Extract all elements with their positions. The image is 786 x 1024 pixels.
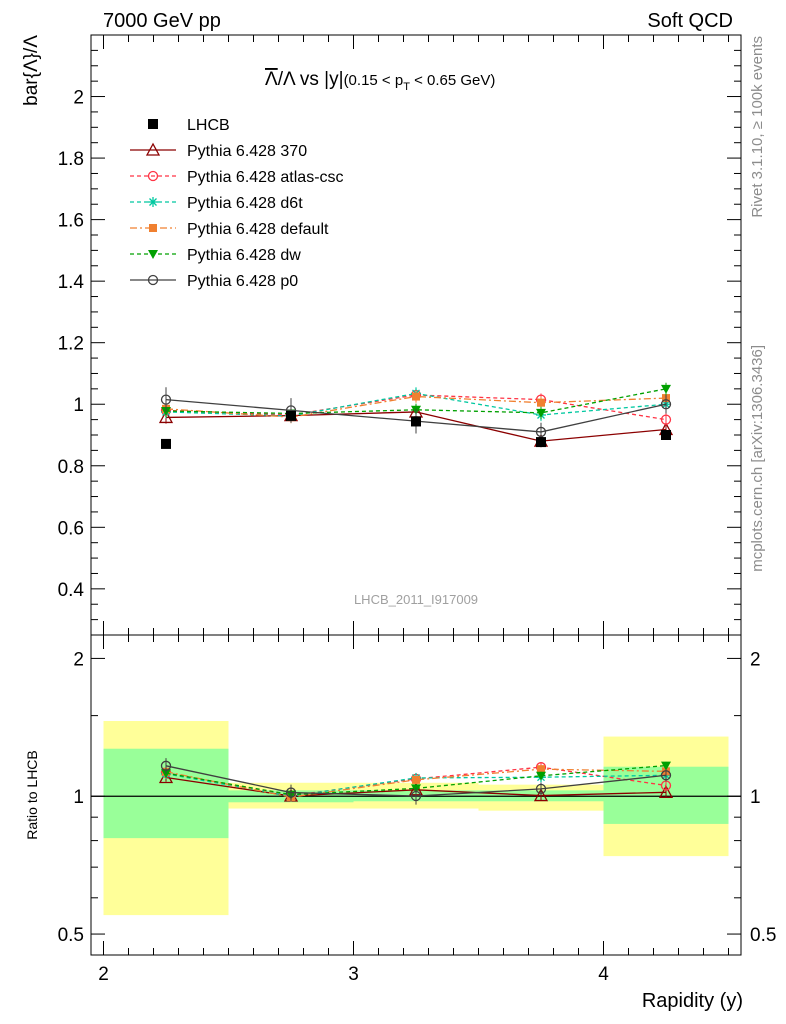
y-tick-label: 1.8 (58, 149, 84, 170)
y-tick-label: 0.8 (58, 457, 84, 478)
series-5-point (535, 426, 547, 438)
y-tick-label: 2 (73, 88, 84, 109)
legend-label-3: Pythia 6.428 default (187, 221, 329, 238)
series-3-ratio-line (165, 768, 667, 798)
reference-point (161, 438, 171, 449)
series-3-point (412, 392, 420, 401)
series-5-point (160, 394, 172, 405)
chart-title: Λ/Λ vs |y|(0.15 < pT < 0.65 GeV) (265, 69, 495, 93)
series-5-ratio-point (535, 783, 547, 795)
ratio-tick-label-left: 2 (73, 649, 84, 670)
ratio-tick-label-right: 0.5 (750, 925, 776, 946)
legend-marker-reference (148, 119, 158, 129)
ratio-tick-label-left: 0.5 (58, 925, 84, 946)
x-tick-label: 3 (348, 964, 359, 985)
legend-label-1: Pythia 6.428 atlas-csc (187, 169, 344, 186)
title-lambda-bar: Λ (265, 69, 278, 90)
legend-marker-4 (148, 250, 158, 259)
series-3-ratio-point (537, 765, 545, 774)
title-mid: /Λ vs |y| (278, 69, 344, 90)
series-4-point (661, 384, 671, 394)
rivet-label: Rivet 3.1.10, ≥ 100k events (749, 36, 766, 218)
y-axis-label: bar{Λ}/Λ (21, 35, 42, 106)
series-5-ratio-point (160, 760, 172, 771)
reference-point (661, 430, 671, 440)
x-ticks: 2 3 4 (98, 35, 729, 985)
analysis-watermark: LHCB_2011_I917009 (354, 592, 478, 607)
y-tick-label: 0.4 (58, 580, 85, 601)
reference-points (161, 410, 671, 449)
series-3-ratio-point (412, 775, 420, 784)
ratio-tick-label-left: 1 (73, 787, 84, 808)
legend-marker-0 (145, 142, 161, 156)
legend: LHCB Pythia 6.428 370 Pythia 6.428 atlas-c… (130, 117, 344, 290)
reference-bands (103, 720, 729, 916)
header-left: 7000 GeV pp (103, 10, 221, 32)
series-4-ratio-point (661, 761, 671, 771)
ratio-tick-label-right: 1 (750, 787, 761, 808)
series-4-ratio-point (536, 771, 546, 781)
legend-marker-2 (148, 197, 158, 207)
title-range-sub: T (403, 81, 410, 93)
legend-label-0: Pythia 6.428 370 (187, 143, 307, 160)
legend-marker-1 (147, 170, 159, 182)
ratio-series (158, 758, 674, 805)
y-tick-label: 1.6 (58, 211, 84, 232)
title-range-a: (0.15 < p (344, 72, 404, 89)
ratio-y-axis-label: Ratio to LHCB (24, 750, 40, 839)
legend-label-5: Pythia 6.428 p0 (187, 273, 298, 290)
series-5-point (660, 399, 672, 410)
reference-point (411, 416, 421, 427)
series-3-point (537, 398, 545, 407)
header-right: Soft QCD (647, 10, 733, 32)
y-tick-label: 1.2 (58, 334, 84, 355)
y-tick-label: 0.6 (58, 518, 84, 539)
series-5-ratio-point (660, 770, 672, 781)
main-y-ticks: 0.4 0.6 0.8 1 1.2 1.4 1.6 1.8 2 (58, 34, 741, 621)
reference-point (286, 410, 296, 421)
mcplots-label: mcplots.cern.ch [arXiv:1306.3436] (749, 345, 766, 572)
series-0-ratio-point (658, 784, 674, 798)
series-5-ratio-point (285, 787, 297, 798)
series-0-point (158, 410, 174, 424)
x-tick-label: 4 (598, 964, 609, 985)
legend-label-2: Pythia 6.428 d6t (187, 195, 303, 212)
legend-marker-3 (149, 224, 157, 232)
y-tick-label: 1 (73, 395, 84, 416)
y-tick-label: 1.4 (58, 272, 85, 293)
main-series (158, 382, 674, 448)
series-1-point (660, 414, 672, 425)
reference-point (536, 437, 546, 448)
legend-label-reference: LHCB (187, 117, 230, 134)
ratio-plot-frame (90, 634, 742, 956)
ratio-y-ticks: 0.5 0.5 1 1 2 2 (58, 649, 777, 946)
title-range-b: < 0.65 GeV) (410, 72, 495, 89)
series-4-ratio-line (165, 764, 667, 796)
legend-marker-5 (147, 274, 159, 286)
x-axis-label: Rapidity (y) (642, 990, 743, 1012)
series-0-ratio-point (533, 788, 549, 802)
x-tick-label: 2 (98, 964, 109, 985)
series-4-point (536, 408, 546, 418)
series-5-ratio-point (410, 790, 422, 802)
legend-label-4: Pythia 6.428 dw (187, 247, 301, 264)
ratio-tick-label-right: 2 (750, 649, 761, 670)
